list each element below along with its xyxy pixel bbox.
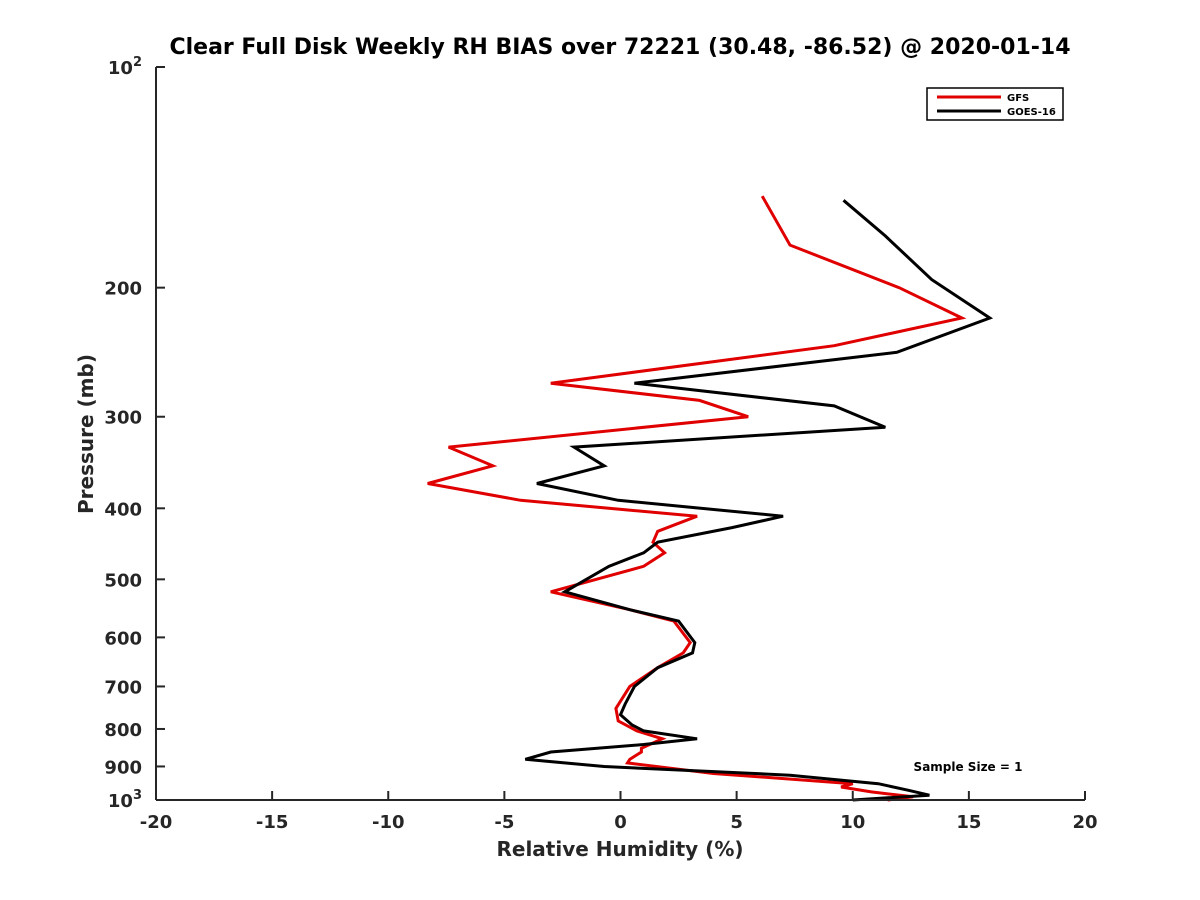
plot-area: -20 -15 -10 -5 0 5 10 15 20 102 200 300 400 500 600 700… [104,55,1097,833]
x-axis-label: Relative Humidity (%) [496,837,743,861]
legend-label: GOES-16 [1007,107,1056,118]
x-tick-label: -10 [372,812,405,833]
y-tick-label: 103 [108,788,142,812]
series-line-gfs [427,195,967,802]
sample-size-annotation: Sample Size = 1 [914,760,1023,774]
y-tick-label: 500 [104,570,142,591]
y-tick-label: 200 [104,279,142,300]
series-line-goes-16 [524,199,994,802]
x-tick-label: 10 [840,812,865,833]
legend-box [926,87,1064,121]
x-tick-label: 20 [1072,812,1097,833]
x-tick-label: 0 [614,812,627,833]
x-tick-label: 5 [730,812,743,833]
y-tick-label: 600 [104,628,142,649]
legend: GFS GOES-16 [926,87,1064,121]
x-tick-label: -5 [494,812,514,833]
y-tick-label: 400 [104,499,142,520]
y-tick-label: 900 [104,757,142,778]
y-tick-label: 700 [104,677,142,698]
chart-title: Clear Full Disk Weekly RH BIAS over 7222… [169,35,1070,60]
y-tick-label: 300 [104,408,142,429]
x-tick-label: 15 [956,812,981,833]
y-tick-label: 102 [108,55,142,79]
x-tick-label: -15 [256,812,289,833]
y-tick-label: 800 [104,720,142,741]
legend-label: GFS [1007,93,1029,104]
y-axis-label: Pressure (mb) [74,354,98,514]
x-tick-label: -20 [140,812,173,833]
